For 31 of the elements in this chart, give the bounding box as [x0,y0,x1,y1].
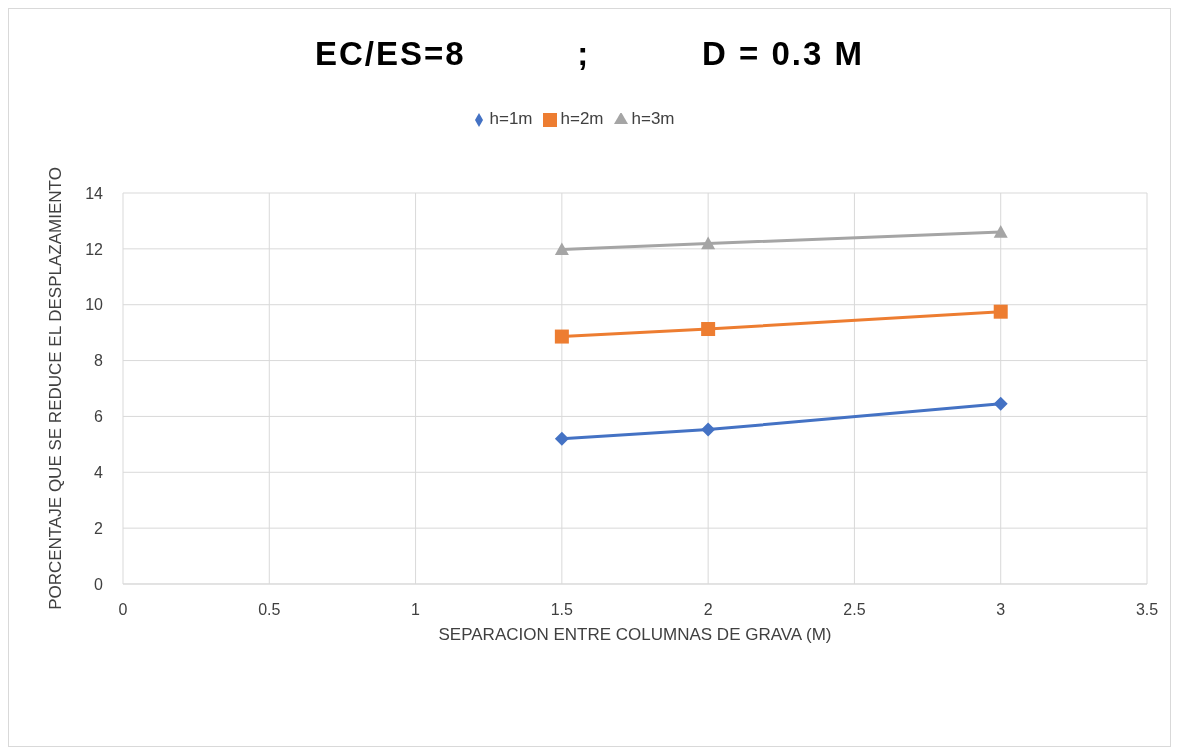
point [701,236,716,250]
point [554,431,569,446]
x-tick-label: 3.5 [1135,601,1159,619]
point [554,242,569,256]
y-tick-label: 12 [85,240,104,258]
y-tick-label: 0 [94,575,104,593]
point [993,304,1008,319]
x-tick-label: 1.5 [550,601,574,619]
x-tick-label: 0.5 [258,601,281,619]
y-axis-title: PORCENTAJE QUE SE REDUCE EL DESPLAZAMIENTO [46,167,66,610]
point [993,396,1008,411]
x-axis-title: SEPARACION ENTRE COLUMNAS DE GRAVA (M) [438,625,832,644]
y-tick-label: 14 [85,184,104,202]
legend-label: h=3m [631,109,675,128]
legend-label: h=1m [489,109,533,128]
x-tick-label: 3 [996,601,1006,619]
y-tick-label: 10 [85,296,104,314]
x-tick-label: 1 [411,601,421,619]
chart-title: EC/ES=8 ; D = 0.3 M [314,35,865,73]
y-tick-label: 4 [94,463,104,481]
point [701,422,716,437]
point [554,329,569,344]
legend-label: h=2m [560,109,604,128]
point [701,322,716,337]
x-tick-label: 2 [703,601,713,619]
x-tick-label: 0 [118,601,128,619]
y-tick-label: 8 [94,352,104,370]
y-tick-label: 6 [94,408,104,426]
y-tick-label: 2 [94,519,104,537]
point [993,225,1008,238]
x-tick-label: 2.5 [843,601,866,619]
